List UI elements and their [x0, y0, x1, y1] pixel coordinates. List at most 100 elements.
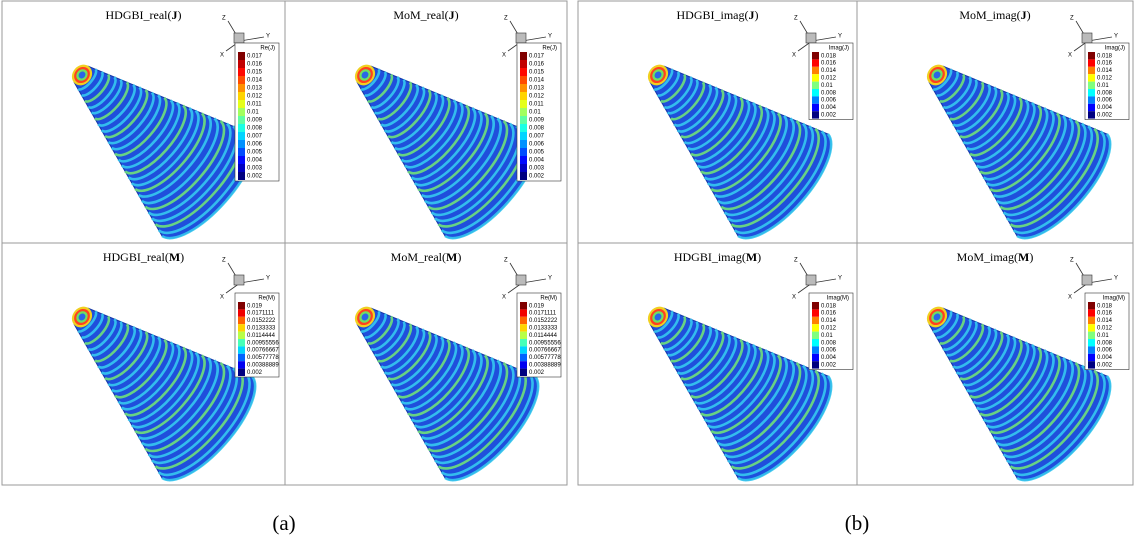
- legend-swatch: [1088, 324, 1095, 332]
- axis-label: X: [220, 53, 224, 59]
- title-part: HDGBI_real(: [106, 8, 172, 22]
- legend-label: 0.0114444: [529, 333, 558, 339]
- cone-stripe: [989, 112, 1061, 193]
- cone-stripe: [370, 76, 400, 109]
- legend-label: 0.00766667: [529, 348, 561, 354]
- legend-label: 0.005: [529, 150, 545, 156]
- cone-stripe: [141, 359, 219, 447]
- legend-label: 0.005: [247, 150, 263, 156]
- cone-stripe: [107, 333, 155, 387]
- legend-swatch: [1088, 103, 1095, 112]
- cone-stripe: [80, 71, 104, 97]
- cone-cap: [933, 313, 941, 321]
- legend-label: 0.015: [247, 70, 263, 76]
- legend-label: 0.017: [529, 54, 545, 60]
- cone-stripe: [430, 364, 515, 459]
- legend-swatch: [812, 103, 819, 112]
- legend-label: 0.014: [1097, 68, 1113, 74]
- cone-stripe: [676, 328, 719, 375]
- legend-swatch: [238, 339, 245, 347]
- cone-stripe: [670, 323, 706, 363]
- legend-swatch: [812, 59, 819, 67]
- legend-label: 0.018: [1097, 53, 1113, 59]
- axis-label: Z: [1070, 16, 1074, 22]
- legend-swatch: [520, 140, 527, 148]
- cone-stripe: [673, 83, 712, 127]
- axis-label: Y: [548, 34, 552, 40]
- legend-label: 0.007: [247, 134, 263, 140]
- legend-swatch: [520, 108, 527, 116]
- legend-swatch: [1088, 96, 1095, 104]
- panel: HDGBI_real(J) Z Y X Re(J) 0.017 0.016 0.015 0.01…: [1, 0, 286, 244]
- cone-stripe: [84, 315, 111, 345]
- legend-swatch: [812, 89, 819, 97]
- cone-stripe: [94, 81, 130, 121]
- cone-stripe: [134, 112, 206, 193]
- legend-swatch: [520, 309, 527, 317]
- cone-stripe: [117, 99, 175, 163]
- cone-stripe: [407, 104, 470, 175]
- cone-stripe: [100, 328, 143, 375]
- panel: MoM_real(J) Z Y X Re(J) 0.017 0.016 0.015 0.014 0…: [284, 0, 568, 244]
- cone-stripe: [703, 349, 770, 423]
- legend-label: 0.0171111: [247, 311, 275, 317]
- cone-stripe: [127, 107, 194, 181]
- legend-swatch: [238, 302, 245, 310]
- cone-stripe: [360, 68, 381, 91]
- cone-stripe: [733, 372, 827, 477]
- cone-stripe: [397, 96, 451, 157]
- legend-swatch: [520, 361, 527, 369]
- cone-stripe: [117, 341, 175, 405]
- legend-label: 0.013: [529, 86, 545, 92]
- legend-swatch: [520, 100, 527, 108]
- title-part: ): [180, 250, 184, 264]
- cone-stripe: [952, 83, 991, 127]
- legend-swatch: [238, 140, 245, 148]
- legend-swatch: [238, 68, 245, 76]
- legend-label: 0.011: [247, 102, 262, 108]
- legend-label: 0.014: [1097, 318, 1113, 324]
- cone-stripe: [663, 318, 693, 351]
- cone-stripe: [985, 109, 1055, 187]
- cone-stripe: [975, 101, 1036, 169]
- cone-stripe: [969, 96, 1023, 157]
- legend-title: Re(M): [540, 296, 557, 302]
- cone-stripe: [710, 112, 782, 193]
- cone-stripe: [663, 76, 693, 109]
- cone-stripe: [942, 318, 972, 351]
- cone-stripe: [932, 68, 953, 91]
- legend-swatch: [238, 148, 245, 156]
- legend-label: 0.00388889: [247, 362, 279, 368]
- legend-swatch: [520, 302, 527, 310]
- legend-label: 0.014: [529, 78, 545, 84]
- cone-stripe: [706, 109, 776, 187]
- cone-stripe: [420, 115, 495, 198]
- cone-stripe: [104, 89, 149, 139]
- cone-stripe: [965, 336, 1017, 393]
- axis-label: X: [1068, 295, 1072, 301]
- cone-stripe: [992, 357, 1067, 440]
- cone-stripe: [380, 83, 419, 127]
- axis-label: Z: [222, 16, 226, 22]
- panel: MoM_imag(J) ZYXImag(J)0.0180.0160.0140.01…: [856, 0, 1134, 244]
- cone-stripe: [383, 86, 426, 133]
- axis-label: Y: [548, 276, 552, 282]
- cone-stripe: [360, 310, 381, 333]
- legend-label: 0.017: [247, 54, 263, 60]
- legend-label: 0.0152222: [529, 318, 558, 324]
- legend-label: 0.00577778: [529, 355, 561, 361]
- legend-label: 0.00955556: [247, 340, 279, 346]
- legend-label: 0.002: [1097, 362, 1113, 368]
- panel: MoM_imag(M) ZYX Imag(M)0.0180.0160.0140.01…: [856, 242, 1134, 486]
- cone-stripe: [397, 338, 451, 399]
- cone-stripe: [367, 73, 394, 103]
- cone-stripe: [989, 354, 1061, 435]
- cone-stripe: [985, 351, 1055, 429]
- cone-stripe: [1012, 372, 1106, 477]
- legend-label: 0.006: [1097, 348, 1113, 354]
- legend-swatch: [1088, 74, 1095, 82]
- legend-label: 0.006: [529, 142, 545, 148]
- legend-swatch: [238, 92, 245, 100]
- cone-stripe: [400, 341, 458, 405]
- cone-stripe: [120, 101, 181, 169]
